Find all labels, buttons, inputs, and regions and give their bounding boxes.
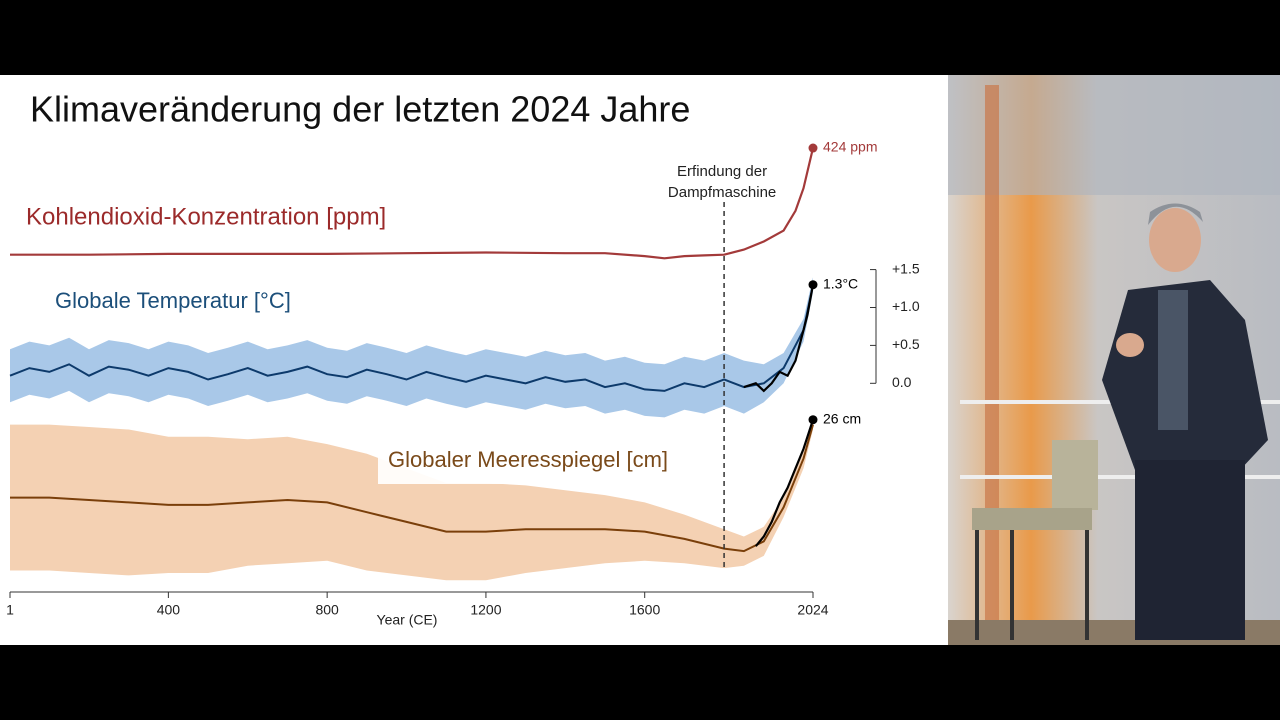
label-box: [42, 278, 446, 326]
data-line: [10, 147, 815, 260]
value-label: 424 ppm: [823, 139, 877, 155]
end-point: [808, 280, 818, 290]
uncertainty-band: [10, 419, 813, 581]
label-box: [378, 438, 710, 484]
uncertainty-band: [10, 277, 813, 418]
x-tick-label: 1600: [629, 602, 660, 618]
data-line: [10, 424, 814, 553]
annotation-text: Erfindung der: [677, 163, 767, 180]
pillar: [985, 85, 999, 645]
y-tick-label: +1.5: [892, 260, 920, 276]
climate-chart: 26 cm Globaler Meeresspiegel [cm] 1 400 800 1…: [6, 139, 920, 628]
value-label: 26 cm: [823, 410, 861, 426]
y-tick-label: +1.0: [892, 298, 920, 314]
shelf: [960, 475, 1280, 479]
panel-title: Kohlendioxid-Konzentration [ppm]: [26, 203, 386, 230]
panel-title: Globaler Meeresspiegel [cm]: [388, 447, 668, 472]
data-line: [9, 284, 814, 392]
x-tick-label: 400: [157, 602, 181, 618]
end-point: [808, 143, 818, 153]
value-label: 1.3°C: [823, 275, 858, 291]
x-tick-label: 1200: [470, 602, 501, 618]
speaker-photo: [948, 75, 1280, 645]
label-box: [15, 190, 432, 245]
data-line: [754, 419, 815, 547]
x-tick-label: 800: [315, 602, 339, 618]
x-axis-label: Year (CE): [377, 612, 438, 628]
annotation-text: Dampfmaschine: [668, 184, 776, 201]
data-line: [743, 284, 815, 393]
end-point: [808, 415, 818, 425]
ceiling: [948, 75, 1280, 195]
speaker: [1102, 203, 1268, 640]
x-tick-label: 1: [6, 602, 14, 618]
chair: [972, 440, 1098, 640]
slide-title: Klimaveränderung der letzten 2024 Jahre: [30, 89, 690, 130]
panel-title: Globale Temperatur [°C]: [55, 288, 291, 313]
x-tick-label: 2024: [797, 602, 828, 618]
y-tick-label: 0.0: [892, 374, 912, 390]
y-tick-label: +0.5: [892, 336, 920, 352]
